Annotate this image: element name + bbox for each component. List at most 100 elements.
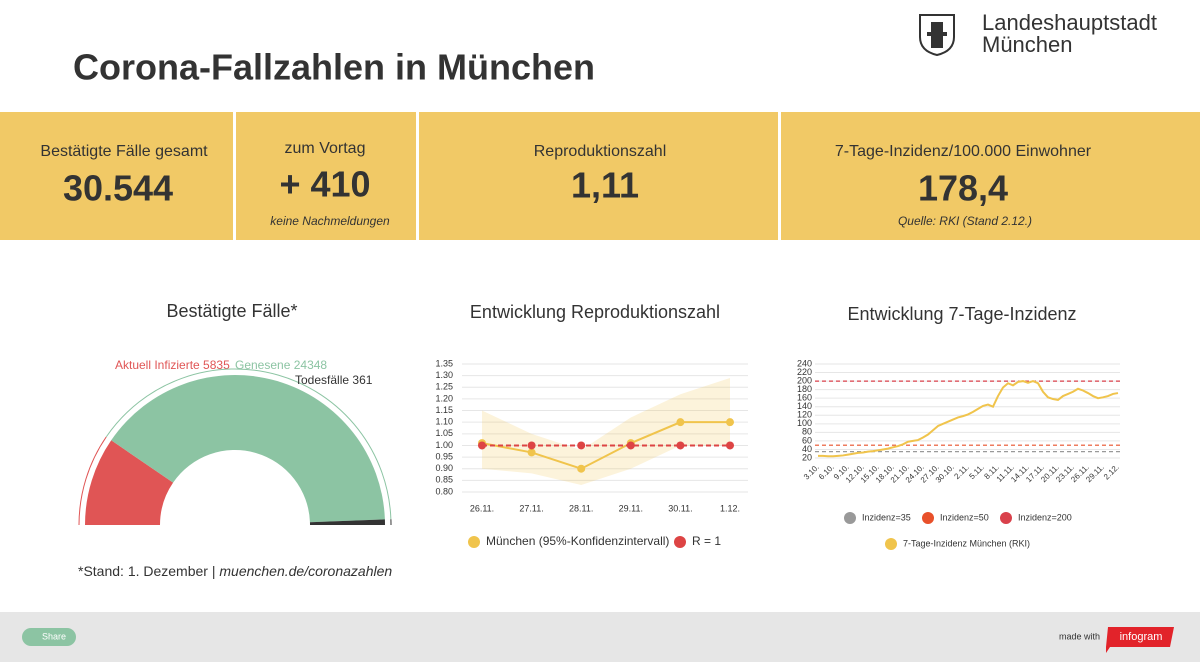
- segment-outline: [78, 436, 107, 526]
- donut-segment: [111, 375, 385, 523]
- segment-name: Aktuell Infizierte: [115, 358, 200, 372]
- y-tick-label: 40: [802, 444, 812, 454]
- share-label[interactable]: Share: [42, 631, 66, 641]
- kpi-value: + 410: [279, 164, 370, 205]
- y-tick-label: 1.10: [435, 417, 453, 427]
- data-point: [527, 448, 536, 457]
- logo-shield: [919, 14, 955, 57]
- kpi-value: 178,4: [918, 168, 1008, 209]
- x-tick-label: 26.11.: [470, 503, 494, 513]
- x-tick-label: 28.11.: [569, 503, 593, 513]
- y-tick-label: 0.85: [435, 475, 453, 485]
- legend-label: Inzidenz=200: [1018, 512, 1072, 522]
- kpi-label: Reproduktionszahl: [534, 143, 667, 160]
- segment-label: Todesfälle 361: [295, 373, 373, 387]
- kpi-divider: [416, 112, 419, 240]
- y-tick-label: 100: [797, 418, 812, 428]
- y-tick-label: 1.15: [435, 405, 453, 415]
- legend-label: Inzidenz=50: [940, 512, 989, 522]
- series-line: [481, 421, 730, 470]
- y-tick-label: 1.35: [435, 358, 453, 368]
- kpi-value: 30.544: [63, 168, 173, 209]
- kpi-divider: [778, 112, 781, 240]
- made-with: made with: [1059, 631, 1100, 641]
- y-tick-label: 1.20: [435, 393, 453, 403]
- legend-label: Inzidenz=35: [862, 512, 911, 522]
- x-tick-label: 29.11.: [619, 503, 643, 513]
- legend-swatch: [1000, 512, 1012, 524]
- footer: [0, 612, 1200, 662]
- segment-label: Genesene 24348: [235, 358, 327, 372]
- y-tick-label: 200: [797, 375, 812, 385]
- segment-label: Aktuell Infizierte 5835: [115, 358, 230, 372]
- logo-text: München: [982, 32, 1073, 57]
- data-point: [726, 441, 734, 450]
- legend-label: München (95%-Konfidenzintervall): [486, 534, 669, 548]
- data-point: [577, 464, 586, 473]
- legend-swatch: [844, 512, 856, 524]
- y-tick-label: 0.95: [435, 451, 453, 461]
- legend-swatch: [922, 512, 934, 524]
- kpi-divider: [233, 112, 236, 240]
- y-tick-label: 1.25: [435, 382, 453, 392]
- logo: Landeshauptstadt München: [919, 10, 1157, 57]
- kpi-label: 7-Tage-Inzidenz/100.000 Einwohner: [835, 143, 1092, 160]
- y-tick-label: 160: [797, 393, 812, 403]
- kpi-label: zum Vortag: [285, 140, 366, 157]
- page-title: Corona-Fallzahlen in München: [73, 47, 595, 88]
- kpi-note: keine Nachmeldungen: [270, 214, 390, 228]
- brand-badge[interactable]: [1106, 627, 1174, 653]
- logo-figure: [927, 22, 947, 48]
- data-point: [676, 418, 685, 427]
- y-tick-label: 0.80: [435, 486, 453, 496]
- legend-swatch: [674, 536, 686, 548]
- y-tick-label: 220: [797, 367, 812, 377]
- y-tick-label: 20: [802, 452, 812, 462]
- data-point: [478, 441, 486, 450]
- data-point: [626, 441, 635, 450]
- legend-swatch: [885, 538, 897, 550]
- share-button[interactable]: [22, 628, 76, 646]
- confidence-band: [482, 377, 730, 486]
- footnote-link: muenchen.de/coronazahlen: [219, 563, 392, 579]
- chart-title: Bestätigte Fälle*: [166, 301, 297, 321]
- data-point: [676, 441, 685, 450]
- brand[interactable]: infogram: [1120, 631, 1163, 643]
- y-tick-label: 120: [797, 410, 812, 420]
- footnote: *Stand: 1. Dezember | muenchen.de/corona…: [78, 563, 392, 579]
- chart-title: Entwicklung Reproduktionszahl: [470, 302, 720, 322]
- segment-value: 5835: [203, 358, 230, 372]
- y-tick-label: 1.05: [435, 428, 453, 438]
- kpi-label: Bestätigte Fälle gesamt: [40, 143, 208, 160]
- y-tick-label: 0.90: [435, 463, 453, 473]
- segment-name: Todesfälle: [295, 373, 349, 387]
- legend-swatch: [468, 536, 480, 548]
- series-line: [818, 380, 1119, 458]
- data-point: [527, 441, 536, 450]
- kpi-band: [0, 112, 1200, 240]
- kpi-value: 1,11: [571, 165, 639, 206]
- logo-text: Landeshauptstadt: [982, 10, 1157, 35]
- donut-segment: [309, 519, 386, 525]
- donut-segment: [85, 440, 174, 525]
- segment-outline: [105, 368, 392, 520]
- y-tick-label: 80: [802, 427, 812, 437]
- y-tick-label: 240: [797, 358, 812, 368]
- segment-value: 361: [352, 373, 372, 387]
- legend-label: R = 1: [692, 534, 721, 548]
- y-tick-label: 1.30: [435, 370, 453, 380]
- y-tick-label: 180: [797, 384, 812, 394]
- y-tick-label: 60: [802, 435, 812, 445]
- footnote-text: *Stand: 1. Dezember |: [78, 563, 219, 579]
- data-point: [726, 418, 734, 427]
- y-tick-label: 1.00: [435, 440, 453, 450]
- data-point: [577, 441, 586, 450]
- segment-name: Genesene: [235, 358, 291, 372]
- x-tick-label: 1.12.: [720, 503, 740, 513]
- x-tick-label: 27.11.: [519, 503, 543, 513]
- kpi-note: Quelle: RKI (Stand 2.12.): [898, 214, 1032, 228]
- chart-title: Entwicklung 7-Tage-Inzidenz: [847, 304, 1076, 324]
- x-tick-label: 30.11.: [668, 503, 692, 513]
